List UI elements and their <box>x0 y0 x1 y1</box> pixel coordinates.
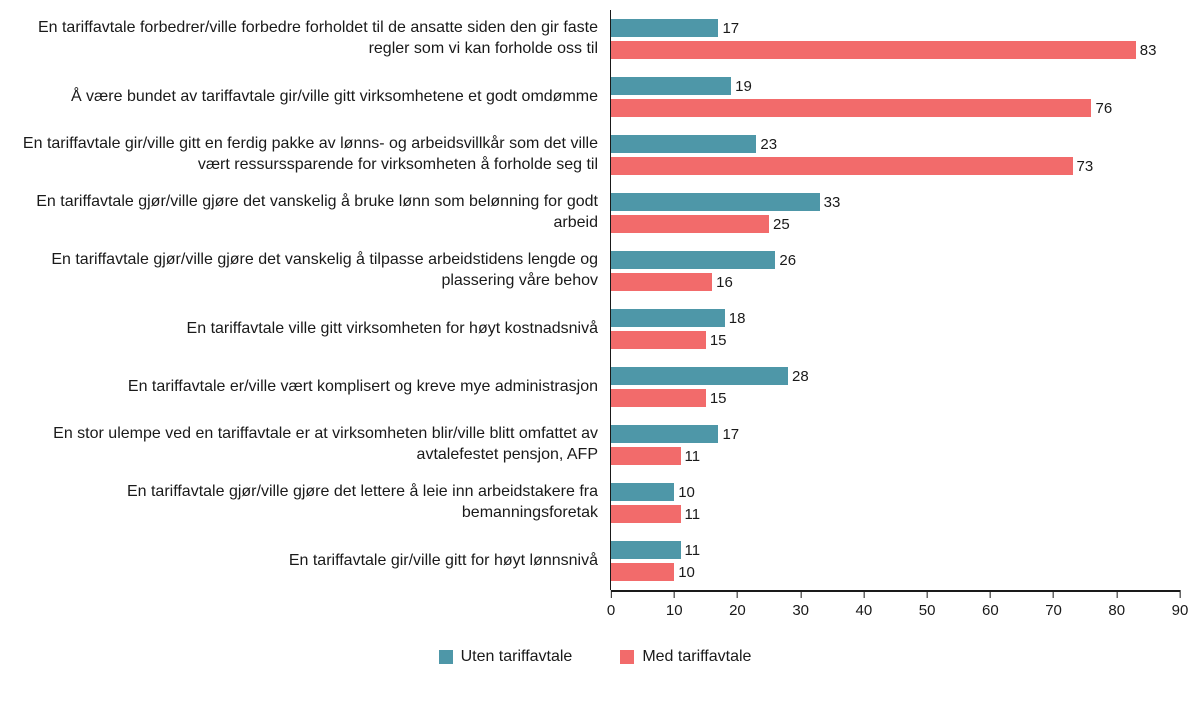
category-label: En tariffavtale er/ville vært komplisert… <box>10 377 610 398</box>
bar-value: 11 <box>685 506 701 523</box>
bar-med <box>611 157 1073 175</box>
chart-row: Å være bundet av tariffavtale gir/ville … <box>10 68 1180 126</box>
chart-row: En tariffavtale gjør/ville gjøre det let… <box>10 474 1180 532</box>
bar-value: 19 <box>735 78 752 95</box>
bar-uten <box>611 483 674 501</box>
chart-row: En tariffavtale gir/ville gitt en ferdig… <box>10 126 1180 184</box>
category-label: En stor ulempe ved en tariffavtale er at… <box>10 424 610 466</box>
x-tick: 40 <box>856 590 873 619</box>
bar-med <box>611 331 706 349</box>
chart-row: En tariffavtale er/ville vært komplisert… <box>10 358 1180 416</box>
bar-value: 18 <box>729 310 746 327</box>
x-tick-label: 80 <box>1108 602 1125 619</box>
bar-value: 16 <box>716 274 733 291</box>
legend-swatch <box>439 650 453 664</box>
bar-value: 25 <box>773 216 790 233</box>
x-tick: 70 <box>1045 590 1062 619</box>
grouped-horizontal-bar-chart: En tariffavtale forbedrer/ville forbedre… <box>10 10 1180 666</box>
x-tick-label: 70 <box>1045 602 1062 619</box>
bar-uten <box>611 77 731 95</box>
bar-value: 15 <box>710 332 727 349</box>
x-tick-label: 40 <box>856 602 873 619</box>
bar-med <box>611 215 769 233</box>
legend: Uten tariffavtale Med tariffavtale <box>10 648 1180 666</box>
x-tick-label: 50 <box>919 602 936 619</box>
legend-label: Uten tariffavtale <box>461 648 573 666</box>
bar-med <box>611 389 706 407</box>
legend-item: Med tariffavtale <box>620 648 751 666</box>
bar-value: 11 <box>685 448 701 465</box>
chart-rows: En tariffavtale forbedrer/ville forbedre… <box>10 10 1180 590</box>
x-tick: 50 <box>919 590 936 619</box>
chart-row: En tariffavtale gir/ville gitt for høyt … <box>10 532 1180 590</box>
bar-value: 23 <box>760 136 777 153</box>
bar-uten <box>611 251 775 269</box>
bar-value: 28 <box>792 368 809 385</box>
category-label: En tariffavtale gir/ville gitt en ferdig… <box>10 134 610 176</box>
category-label: En tariffavtale gir/ville gitt for høyt … <box>10 551 610 572</box>
bar-med <box>611 447 681 465</box>
x-tick: 10 <box>666 590 683 619</box>
bar-med <box>611 563 674 581</box>
bar-value: 10 <box>678 484 695 501</box>
chart-row: En stor ulempe ved en tariffavtale er at… <box>10 416 1180 474</box>
bar-uten <box>611 19 718 37</box>
bar-uten <box>611 367 788 385</box>
chart-row: En tariffavtale gjør/ville gjøre det van… <box>10 242 1180 300</box>
x-tick: 60 <box>982 590 999 619</box>
category-label: En tariffavtale forbedrer/ville forbedre… <box>10 18 610 60</box>
category-label: En tariffavtale gjør/ville gjøre det van… <box>10 192 610 234</box>
bar-value: 15 <box>710 390 727 407</box>
bar-uten <box>611 425 718 443</box>
bar-med <box>611 273 712 291</box>
category-label: En tariffavtale gjør/ville gjøre det van… <box>10 250 610 292</box>
category-label: En tariffavtale ville gitt virksomheten … <box>10 319 610 340</box>
category-label: Å være bundet av tariffavtale gir/ville … <box>10 87 610 108</box>
bar-value: 11 <box>685 542 701 559</box>
bar-uten <box>611 135 756 153</box>
x-tick-label: 30 <box>792 602 809 619</box>
legend-label: Med tariffavtale <box>642 648 751 666</box>
bar-value: 83 <box>1140 42 1157 59</box>
bar-value: 10 <box>678 564 695 581</box>
bar-med <box>611 505 681 523</box>
bar-value: 17 <box>722 20 739 37</box>
chart-row: En tariffavtale ville gitt virksomheten … <box>10 300 1180 358</box>
x-tick: 90 <box>1172 590 1189 619</box>
bar-value: 73 <box>1077 158 1094 175</box>
x-tick-label: 0 <box>607 602 615 619</box>
bar-uten <box>611 541 681 559</box>
bar-uten <box>611 193 820 211</box>
bar-uten <box>611 309 725 327</box>
x-tick-label: 20 <box>729 602 746 619</box>
chart-row: En tariffavtale gjør/ville gjøre det van… <box>10 184 1180 242</box>
x-tick-label: 10 <box>666 602 683 619</box>
legend-swatch <box>620 650 634 664</box>
bar-med <box>611 41 1136 59</box>
x-tick: 30 <box>792 590 809 619</box>
legend-item: Uten tariffavtale <box>439 648 573 666</box>
bar-value: 33 <box>824 194 841 211</box>
x-axis: 0102030405060708090 <box>10 590 1180 626</box>
x-tick-label: 60 <box>982 602 999 619</box>
bar-value: 26 <box>779 252 796 269</box>
x-tick-label: 90 <box>1172 602 1189 619</box>
bar-value: 17 <box>722 426 739 443</box>
x-tick: 80 <box>1108 590 1125 619</box>
bar-med <box>611 99 1091 117</box>
chart-row: En tariffavtale forbedrer/ville forbedre… <box>10 10 1180 68</box>
x-tick: 20 <box>729 590 746 619</box>
bar-value: 76 <box>1095 100 1112 117</box>
x-tick: 0 <box>607 590 615 619</box>
category-label: En tariffavtale gjør/ville gjøre det let… <box>10 482 610 524</box>
